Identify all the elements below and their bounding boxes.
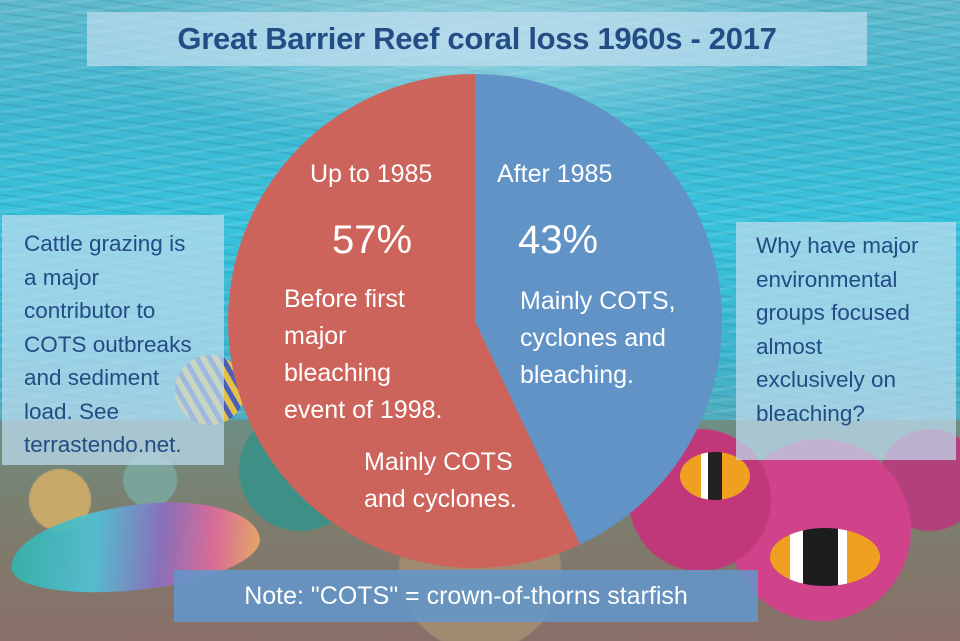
slice-period-up-to-1985: Up to 1985 [310, 160, 433, 188]
right-annotation-box: Why have major environmental groups focu… [736, 222, 956, 460]
right-annotation-text: Why have major environmental groups focu… [756, 233, 919, 426]
left-annotation-box: Cattle grazing is a major contributor to… [2, 215, 224, 465]
slice-cause-up-to-1985: Mainly COTS and cyclones. [364, 448, 517, 513]
slice-description-after-1985: Mainly COTS, cyclones and bleaching. [520, 287, 676, 389]
pie-slice-after-1985 [475, 73, 723, 545]
pie-slice-up-to-1985 [228, 74, 581, 568]
slice-period-after-1985: After 1985 [497, 160, 613, 188]
slice-description-up-to-1985: Before first major bleaching event of 19… [284, 285, 443, 424]
slice-percent-57: 57% [332, 218, 413, 262]
slice-percent-43: 43% [518, 218, 599, 262]
clownfish-image-2 [770, 528, 880, 586]
footer-note-box: Note: "COTS" = crown-of-thorns starfish [174, 570, 758, 622]
chart-title: Great Barrier Reef coral loss 1960s - 20… [177, 21, 777, 56]
footer-note-text: Note: "COTS" = crown-of-thorns starfish [244, 581, 688, 610]
left-annotation-text: Cattle grazing is a major contributor to… [24, 231, 192, 457]
title-banner: Great Barrier Reef coral loss 1960s - 20… [87, 12, 867, 66]
clownfish-image [680, 452, 750, 500]
